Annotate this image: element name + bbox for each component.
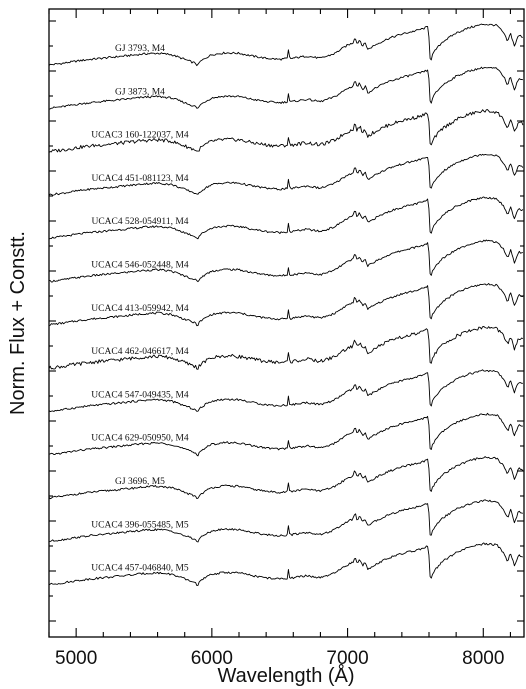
spectrum-label: UCAC4 546-052448, M4 <box>91 261 189 271</box>
spectrum-line <box>48 499 524 543</box>
spectrum-label: GJ 3873, M4 <box>115 87 165 97</box>
spectrum-line <box>48 153 524 196</box>
spectrum-label: GJ 3793, M4 <box>115 44 165 54</box>
spectrum-label: UCAC4 547-049435, M4 <box>91 390 189 400</box>
x-axis-label: Wavelength (Å) <box>217 664 354 687</box>
spectrum-line <box>48 542 524 586</box>
spectrum-label: UCAC4 528-054911, M4 <box>91 217 188 227</box>
spectrum-line <box>48 326 524 370</box>
x-tick-label: 7000 <box>326 648 368 669</box>
spectrum-line <box>48 283 523 327</box>
spectrum-line <box>48 196 524 240</box>
spectrum-line <box>48 412 523 457</box>
axis-ticks <box>48 9 524 637</box>
spectrum-line <box>48 66 523 110</box>
spectrum-label: UCAC3 160-122037, M4 <box>91 131 189 141</box>
spectrum-label: GJ 3696, M5 <box>115 477 165 487</box>
y-axis-label: Norm. Flux + Constt. <box>7 231 29 415</box>
x-tick-label: 8000 <box>462 648 504 669</box>
spectrum-label: UCAC4 396-055485, M5 <box>91 520 189 530</box>
spectrum-label: UCAC4 413-059942, M4 <box>91 304 189 314</box>
x-tick-label: 6000 <box>191 648 233 669</box>
spectrum-line <box>48 456 524 500</box>
spectrum-line <box>48 369 523 413</box>
spectrum-line <box>48 239 524 283</box>
plot-frame <box>48 8 525 638</box>
series-layer: GJ 3793, M4 GJ 3873, M4 UCAC3 160-122037, … <box>48 23 524 586</box>
x-tick-labels: 5000 6000 7000 8000 <box>55 648 504 669</box>
spectrum-label: UCAC4 629-050950, M4 <box>91 434 189 444</box>
spectrum-line <box>48 109 524 153</box>
x-tick-label: 5000 <box>55 648 97 669</box>
spectrum-label: UCAC4 457-046840, M5 <box>91 564 189 574</box>
spectrum-line <box>48 23 523 67</box>
spectrum-label: UCAC4 462-046617, M4 <box>91 347 189 357</box>
spectrum-label: UCAC4 451-081123, M4 <box>91 174 188 184</box>
